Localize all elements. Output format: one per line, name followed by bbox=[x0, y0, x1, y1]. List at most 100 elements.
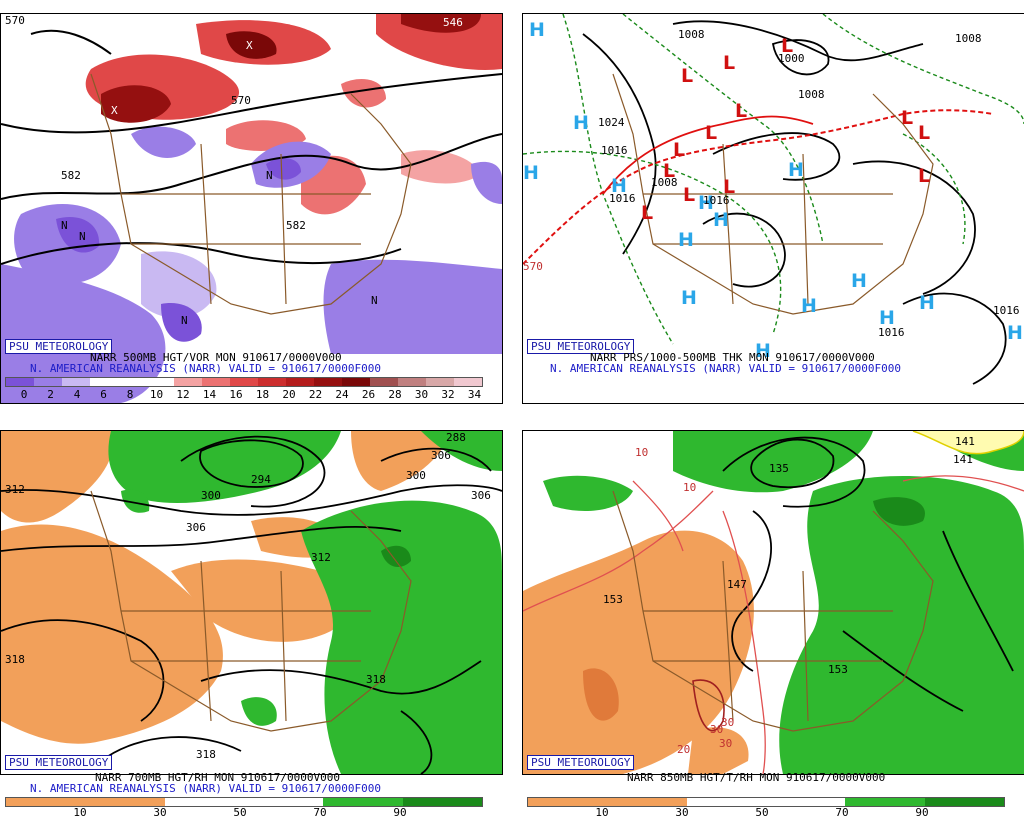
panel-title-700mb: NARR 700MB HGT/RH MON 910617/0000V000 bbox=[95, 771, 341, 784]
contour-label: 20 bbox=[677, 743, 690, 756]
contour-label: 147 bbox=[727, 578, 747, 591]
colorbar-swatch bbox=[286, 378, 314, 386]
high-center: H bbox=[801, 295, 817, 317]
panel-700mb-hgt-rh: 312 300 294 288 306 306 312 300 306 318 … bbox=[0, 430, 503, 775]
panel-valid-500mb: N. AMERICAN REANALYSIS (NARR) VALID = 91… bbox=[30, 362, 381, 375]
isobar-label: 1016 bbox=[993, 304, 1020, 317]
colorbar-swatch bbox=[528, 798, 608, 806]
panel-pressure-thickness: H H H H H H H H H H H H H H H L L L L L … bbox=[522, 13, 1024, 404]
high-center: H bbox=[755, 340, 771, 362]
colorbar-rh-700 bbox=[5, 797, 483, 807]
rh-moist-shading bbox=[108, 431, 502, 774]
high-center: H bbox=[879, 307, 895, 329]
colorbar-vorticity-ticks: 0 2 4 6 8 10 12 14 16 18 20 22 24 26 28 30 32 34 bbox=[0, 388, 501, 402]
colorbar-swatch bbox=[164, 798, 244, 806]
contour-label: 294 bbox=[251, 473, 271, 486]
colorbar-tick-label: 16 bbox=[229, 388, 243, 401]
contour-label: 153 bbox=[828, 663, 848, 676]
contour-label: 135 bbox=[769, 462, 789, 475]
brand-label: PSU METEOROLOGY bbox=[5, 755, 113, 770]
panel-title-500mb: NARR 500MB HGT/VOR MON 910617/0000V000 bbox=[90, 351, 342, 364]
high-center: H bbox=[611, 175, 627, 197]
isobar-label: 1008 bbox=[678, 28, 705, 41]
isobar-label: 1016 bbox=[878, 326, 905, 339]
low-center: L bbox=[663, 160, 675, 182]
height-contours bbox=[722, 436, 1014, 712]
map-850mb: 10 10 135 141 147 153 153 30 30 30 20 14… bbox=[523, 431, 1024, 774]
low-center: L bbox=[781, 35, 793, 57]
colorbar-tick-label: 0 bbox=[20, 388, 28, 401]
colorbar-tick-label: 90 bbox=[915, 806, 929, 819]
colorbar-tick-label: 34 bbox=[467, 388, 482, 401]
colorbar-swatch bbox=[85, 798, 165, 806]
max-mark: X bbox=[111, 104, 118, 117]
contour-label: 30 bbox=[719, 737, 732, 750]
low-center: L bbox=[683, 184, 695, 206]
min-mark: N bbox=[79, 230, 86, 243]
low-center: L bbox=[673, 139, 685, 161]
max-mark: X bbox=[246, 39, 253, 52]
vorticity-negative-shading bbox=[1, 126, 502, 403]
contour-labels: 312 300 294 288 306 306 312 300 306 318 … bbox=[5, 431, 491, 761]
min-mark: N bbox=[266, 169, 273, 182]
thickness-line bbox=[912, 431, 1024, 455]
colorbar-swatch bbox=[258, 378, 286, 386]
contour-label: 318 bbox=[5, 653, 25, 666]
colorbar-swatch bbox=[62, 378, 90, 386]
colorbar-tick-label: 2 bbox=[47, 388, 54, 401]
high-center: H bbox=[573, 112, 589, 134]
colorbar-tick-label: 22 bbox=[308, 388, 323, 401]
low-center: L bbox=[723, 52, 735, 74]
colorbar-swatch bbox=[323, 798, 403, 806]
contour-label: 570 bbox=[5, 14, 25, 27]
brand-label: PSU METEOROLOGY bbox=[527, 339, 635, 354]
colorbar-swatch bbox=[607, 798, 687, 806]
colorbar-tick-label: 12 bbox=[176, 388, 190, 401]
colorbar-tick-label: 6 bbox=[100, 388, 107, 401]
colorbar-tick-label: 26 bbox=[361, 388, 376, 401]
contour-label: 582 bbox=[61, 169, 81, 182]
high-center: H bbox=[713, 209, 729, 231]
colorbar-rh-850-ticks: 10 30 50 70 90 bbox=[522, 806, 1023, 819]
panel-500mb-hgt-vor: 570 546 582 570 582 N N N N N X X PSU ME… bbox=[0, 13, 503, 404]
brand-label: PSU METEOROLOGY bbox=[5, 339, 113, 354]
isobar-label: 1008 bbox=[955, 32, 982, 45]
contour-label: 30 bbox=[710, 723, 723, 736]
high-center: H bbox=[698, 192, 714, 214]
low-center: L bbox=[681, 65, 693, 87]
colorbar-tick-label: 30 bbox=[675, 806, 689, 819]
colorbar-swatch bbox=[426, 378, 454, 386]
colorbar-swatch bbox=[243, 798, 324, 806]
contour-label: 288 bbox=[446, 431, 466, 444]
height-contours bbox=[1, 29, 502, 265]
low-pressure-centers: L L L L L L L L L L L L L bbox=[641, 35, 930, 224]
colorbar-swatch bbox=[342, 378, 370, 386]
colorbar-swatch bbox=[90, 378, 118, 386]
colorbar-tick-label: 32 bbox=[441, 388, 455, 401]
panel-850mb-hgt-t-rh: 10 10 135 141 147 153 153 30 30 30 20 14… bbox=[522, 430, 1024, 775]
low-center: L bbox=[918, 165, 930, 187]
low-center: L bbox=[723, 176, 735, 198]
low-center: L bbox=[735, 100, 747, 122]
colorbar-tick-label: 20 bbox=[282, 388, 296, 401]
colorbar-tick-label: 70 bbox=[835, 806, 849, 819]
thickness-line bbox=[602, 115, 814, 195]
height-contours bbox=[1, 435, 502, 774]
colorbar-swatch bbox=[230, 378, 258, 386]
colorbar-swatch bbox=[924, 798, 1004, 806]
colorbar-tick-label: 24 bbox=[335, 388, 349, 401]
contour-label: 10 bbox=[635, 446, 648, 459]
contour-label: 570 bbox=[231, 94, 251, 107]
colorbar-tick-label: 30 bbox=[153, 806, 167, 819]
isobar-label: 1024 bbox=[598, 116, 625, 129]
high-pressure-centers: H H H H H H H H H H H H H H H bbox=[523, 19, 1023, 362]
min-mark: N bbox=[61, 219, 68, 232]
min-mark: N bbox=[181, 314, 188, 327]
contour-label: 582 bbox=[286, 219, 306, 232]
isobar-labels: 1008 1000 1008 1008 1024 1016 1016 1008 … bbox=[523, 28, 1020, 339]
contour-labels: 10 10 135 141 147 153 153 30 30 30 20 14… bbox=[603, 435, 975, 756]
contour-label: 312 bbox=[5, 483, 25, 496]
colorbar-tick-label: 8 bbox=[126, 388, 134, 401]
colorbar-tick-label: 50 bbox=[755, 806, 769, 819]
high-center: H bbox=[1007, 322, 1023, 344]
